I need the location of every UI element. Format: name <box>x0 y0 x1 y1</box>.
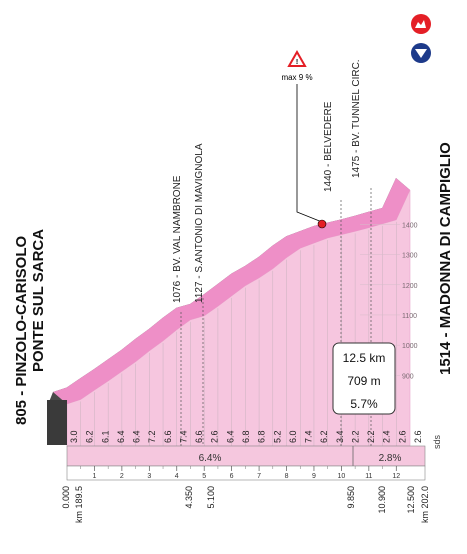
info-length: 12.5 km <box>343 351 386 365</box>
profile-gridlines <box>80 221 397 446</box>
km-ticks: 1 2 3 4 5 6 7 8 9 10 11 12 <box>80 466 400 480</box>
segment-grade-label: 2.6 <box>397 430 407 443</box>
max-grade-dot <box>317 219 327 229</box>
altitude-tick-label: 1100 <box>402 313 417 320</box>
sds-mark: sds <box>432 434 442 449</box>
profile-top-band <box>53 178 410 404</box>
km-tick-label: 3 <box>147 473 151 480</box>
max-grade-marker: ! max 9 % <box>281 49 327 229</box>
km-label-finish-bottom: km 202.0 <box>420 486 430 523</box>
finish-label: 1514 - MADONNA DI CAMPIGLIO <box>437 142 454 375</box>
altitude-tick-label: 1400 <box>402 222 418 229</box>
segment-grade-label: 6.2 <box>319 430 329 443</box>
km-tick-label: 5 <box>202 473 206 480</box>
info-average: 5.7% <box>350 397 378 411</box>
km-label-w3: 9.850 <box>346 486 356 509</box>
segment-grade-label: 2.4 <box>382 430 392 443</box>
segment-grades: 3.0 6.2 6.1 6.4 6.4 7.2 6.6 7.4 6.6 2.6 6.4 6.8 6.8 5… <box>69 430 423 443</box>
segment-grade-label: 7.4 <box>178 430 188 443</box>
segment-grade-label: 6.0 <box>288 430 298 443</box>
segment-grade-label: 6.4 <box>225 430 235 443</box>
km-label-w4: 10.900 <box>377 486 387 514</box>
km-tick-label: 9 <box>312 473 316 480</box>
km-label-w1: 4.350 <box>184 486 194 509</box>
waypoint-label-3: 1440 - BELVEDERE <box>323 101 334 192</box>
section-grade-a: 6.4% <box>199 453 222 464</box>
altitude-tick-label: 1000 <box>402 343 418 350</box>
segment-grade-label: 6.4 <box>132 430 142 443</box>
segment-grade-label: 6.6 <box>194 430 204 443</box>
km-tick-label: 4 <box>175 473 179 480</box>
segment-grade-label: 3.0 <box>69 430 79 443</box>
segment-grade-label: 2.6 <box>210 430 220 443</box>
warning-triangle-icon <box>287 49 307 67</box>
waypoint-label-4: 1475 - BV. TUNNEL CIRC. <box>351 59 362 178</box>
km-tick-label: 10 <box>338 473 346 480</box>
start-label: 805 - PINZOLO-CARISOLO <box>13 235 30 425</box>
segment-grade-label: 7.2 <box>147 430 157 443</box>
max-grade-label: max 9 % <box>281 73 312 82</box>
km-axis <box>66 465 426 481</box>
segment-grade-label: 2.2 <box>350 430 360 443</box>
segment-grade-label: 6.8 <box>241 430 251 443</box>
finish-arrow-icon <box>411 43 431 63</box>
profile-plot: 900 1000 1100 1200 1300 1400 <box>49 178 418 447</box>
altitude-tick-label: 1200 <box>402 283 418 290</box>
km-tick-label: 11 <box>365 473 372 480</box>
segment-grade-label: 3.4 <box>335 430 345 443</box>
segment-grade-label: 6.1 <box>100 430 110 443</box>
km-label-start-bottom: km 189.5 <box>74 486 84 523</box>
segment-grade-label: 7.4 <box>304 430 314 443</box>
svg-text:!: ! <box>296 59 298 66</box>
grade-strip <box>66 445 426 467</box>
segment-grade-label: 6.8 <box>257 430 267 443</box>
section-grade-b: 2.8% <box>379 453 402 464</box>
segment-grade-label: 2.6 <box>413 430 423 443</box>
altitude-tick-label: 900 <box>402 373 414 380</box>
km-tick-label: 12 <box>392 473 400 480</box>
segment-grade-label: 6.4 <box>116 430 126 443</box>
km-label-w2: 5.100 <box>206 486 216 509</box>
km-label-finish-top: 12.500 <box>406 486 416 514</box>
info-gain: 709 m <box>347 374 380 388</box>
segment-grade-label: 6.6 <box>163 430 173 443</box>
km-label-start-top: 0.000 <box>61 486 71 509</box>
km-tick-label: 2 <box>120 473 124 480</box>
climb-category-icon <box>411 14 431 34</box>
waypoint-label-1: 1076 - BV. VAL NAMBRONE <box>172 175 183 303</box>
km-tick-label: 6 <box>230 473 234 480</box>
km-tick-label: 1 <box>92 473 96 480</box>
km-tick-label: 8 <box>285 473 289 480</box>
km-tick-label: 7 <box>257 473 261 480</box>
altitude-tick-label: 1300 <box>402 253 418 260</box>
start-base-block <box>47 400 67 445</box>
climb-info-box: 12.5 km 709 m 5.7% <box>332 342 396 415</box>
segment-grade-label: 5.2 <box>272 430 282 443</box>
max-grade-leader <box>296 84 323 223</box>
segment-grade-label: 6.2 <box>85 430 95 443</box>
start-label-2: PONTE SUL SARCA <box>30 229 47 372</box>
waypoint-label-2: 1127 - S.ANTONIO DI MAVIGNOLA <box>194 143 205 303</box>
